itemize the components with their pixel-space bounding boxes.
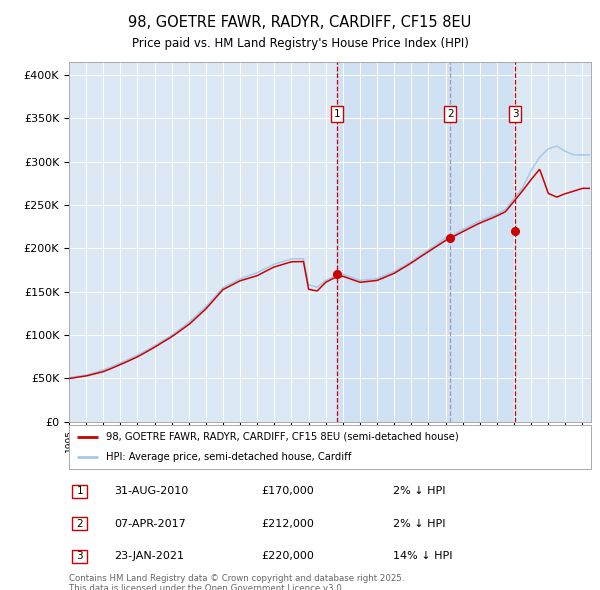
Text: HPI: Average price, semi-detached house, Cardiff: HPI: Average price, semi-detached house,… — [106, 452, 351, 462]
Text: 98, GOETRE FAWR, RADYR, CARDIFF, CF15 8EU: 98, GOETRE FAWR, RADYR, CARDIFF, CF15 8E… — [128, 15, 472, 30]
Text: 2: 2 — [447, 109, 454, 119]
Text: Price paid vs. HM Land Registry's House Price Index (HPI): Price paid vs. HM Land Registry's House … — [131, 37, 469, 50]
Bar — [337, 62, 515, 422]
Text: 31-AUG-2010: 31-AUG-2010 — [114, 486, 188, 496]
Text: 07-APR-2017: 07-APR-2017 — [114, 519, 186, 529]
Text: 14% ↓ HPI: 14% ↓ HPI — [393, 551, 452, 561]
Text: £220,000: £220,000 — [261, 551, 314, 561]
Text: 2% ↓ HPI: 2% ↓ HPI — [393, 486, 445, 496]
Text: Contains HM Land Registry data © Crown copyright and database right 2025.
This d: Contains HM Land Registry data © Crown c… — [69, 574, 404, 590]
Text: 98, GOETRE FAWR, RADYR, CARDIFF, CF15 8EU (semi-detached house): 98, GOETRE FAWR, RADYR, CARDIFF, CF15 8E… — [106, 432, 458, 442]
Text: £170,000: £170,000 — [261, 486, 314, 496]
Text: 2: 2 — [76, 519, 83, 529]
Text: £212,000: £212,000 — [261, 519, 314, 529]
Text: 1: 1 — [76, 486, 83, 496]
Text: 3: 3 — [76, 551, 83, 561]
Text: 23-JAN-2021: 23-JAN-2021 — [114, 551, 184, 561]
Text: 3: 3 — [512, 109, 518, 119]
Text: 2% ↓ HPI: 2% ↓ HPI — [393, 519, 445, 529]
Text: 1: 1 — [334, 109, 340, 119]
